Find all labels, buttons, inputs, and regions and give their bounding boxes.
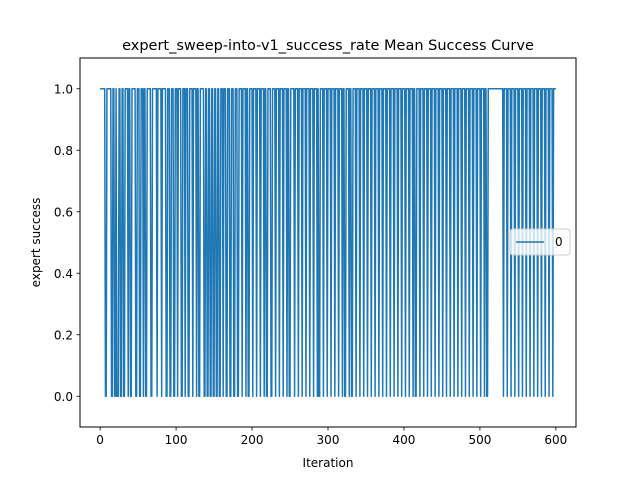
series-line-0 <box>100 88 556 397</box>
x-tick-label: 0 <box>96 433 104 447</box>
y-tick-label: 0.6 <box>54 205 73 219</box>
plot-frame <box>79 57 577 428</box>
x-tick-label: 600 <box>544 433 567 447</box>
legend-label: 0 <box>555 235 563 249</box>
y-tick-label: 0.0 <box>54 390 73 404</box>
x-tick-label: 100 <box>165 433 188 447</box>
legend: 0 <box>509 228 571 256</box>
axes-layer: 0 100 200 300 400 500 600 0.0 0.2 0.4 0.6 0.8 1.0 <box>54 82 567 447</box>
x-axis-label: Iteration <box>303 456 354 470</box>
y-tick-label: 0.2 <box>54 328 73 342</box>
y-axis-label: expert success <box>29 198 43 288</box>
y-tick-label: 0.8 <box>54 144 73 158</box>
series-layer <box>100 88 556 397</box>
chart-title: expert_sweep-into-v1_success_rate Mean S… <box>122 38 534 54</box>
x-tick-label: 200 <box>241 433 264 447</box>
x-tick-label: 300 <box>317 433 340 447</box>
x-tick-label: 500 <box>468 433 491 447</box>
y-tick-label: 0.4 <box>54 267 73 281</box>
y-tick-label: 1.0 <box>54 82 73 96</box>
x-tick-label: 400 <box>393 433 416 447</box>
